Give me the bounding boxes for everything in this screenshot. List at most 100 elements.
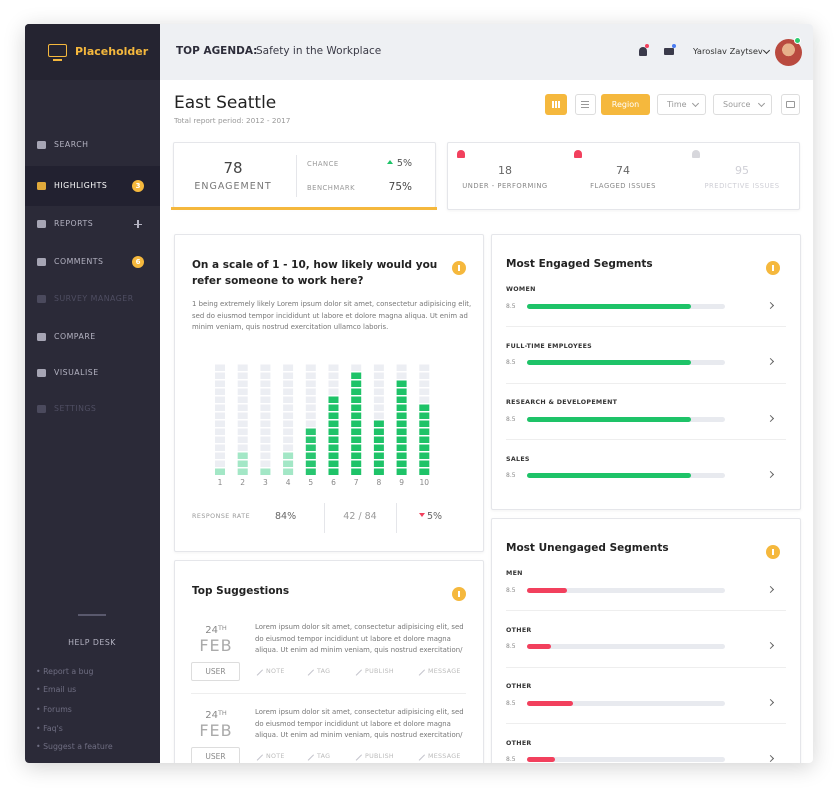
empty-cell [260, 452, 271, 459]
filled-cell [419, 452, 430, 459]
sidebar [25, 24, 160, 763]
exit-button[interactable] [781, 94, 800, 115]
segment-bar [527, 700, 573, 706]
issue-value: 18 [498, 163, 512, 177]
menu-item[interactable]: COMPARE [54, 332, 96, 342]
filter-button[interactable] [601, 94, 650, 115]
date-day: 24TH [186, 621, 246, 638]
empty-cell [260, 460, 271, 467]
help-link[interactable]: • Faq's [36, 724, 63, 734]
filter-button[interactable] [657, 94, 706, 115]
empty-cell [260, 412, 271, 419]
page-subtitle: Total report period: 2012 - 2017 [174, 115, 291, 125]
filled-cell [396, 428, 407, 435]
help-link[interactable]: • Suggest a feature [36, 742, 113, 752]
question-title: On a scale of 1 - 10, how likely would y… [192, 259, 438, 287]
action[interactable]: MESSAGE [428, 668, 461, 676]
filter-button[interactable] [713, 94, 772, 115]
suggestion-divider [191, 693, 466, 694]
menu-icon [37, 405, 46, 413]
menu-item[interactable]: SETTINGS [54, 404, 97, 414]
menu-badge-count: 3 [135, 181, 141, 190]
filled-cell [373, 460, 384, 467]
filled-cell [396, 468, 407, 475]
segment-score: 8.5 [506, 756, 516, 763]
filled-cell [396, 412, 407, 419]
filled-cell [237, 452, 248, 459]
info-glyph [772, 549, 774, 555]
mail-icon[interactable] [664, 48, 674, 55]
user-name[interactable]: Yaroslav Zaytsev [693, 45, 763, 56]
bell-dot [645, 44, 649, 48]
segment-track [527, 700, 725, 706]
empty-cell [373, 380, 384, 387]
day: 24 [205, 710, 218, 721]
action[interactable]: TAG [317, 668, 331, 676]
bar [305, 428, 316, 475]
filled-cell [237, 468, 248, 475]
action[interactable]: PUBLISH [365, 753, 394, 761]
response-rate-label: RESPONSE RATE [192, 513, 251, 521]
empty-cell [215, 412, 225, 419]
action[interactable]: TAG [317, 753, 331, 761]
empty-cell [305, 420, 316, 427]
empty-cell [373, 372, 384, 379]
segment-divider [506, 723, 786, 724]
filled-cell [328, 452, 339, 459]
suggestion-text: Lorem ipsum dolor sit amet, consectetur … [255, 623, 464, 655]
change-label: CHANCE [307, 159, 339, 168]
segment-track [527, 587, 725, 593]
user-button[interactable] [191, 662, 240, 681]
segment-score: 8.5 [506, 643, 516, 650]
filled-cell [305, 444, 316, 451]
empty-cell [215, 396, 225, 403]
filled-cell [396, 404, 407, 411]
empty-cell [305, 388, 316, 395]
segment-bar [527, 757, 555, 762]
menu-item[interactable]: REPORTS [54, 219, 94, 229]
help-link[interactable]: • Email us [36, 685, 77, 695]
kpi-underline [171, 207, 437, 210]
empty-cell [237, 404, 248, 411]
menu-item[interactable]: HIGHLIGHTS [54, 181, 108, 191]
empty-cell [419, 388, 430, 395]
menu-icon [37, 258, 46, 266]
issue-label: UNDER - PERFORMING [462, 181, 548, 190]
filled-cell [305, 452, 316, 459]
empty-cell [260, 436, 271, 443]
info-glyph [458, 591, 460, 597]
menu-item[interactable]: SEARCH [54, 140, 89, 150]
filled-cell [351, 468, 362, 475]
action[interactable]: PUBLISH [365, 668, 394, 676]
segment-bar [527, 303, 692, 309]
x-tick-label: 7 [354, 478, 359, 487]
suggestion-text: Lorem ipsum dolor sit amet, consectetur … [255, 708, 464, 740]
filled-cell [328, 428, 339, 435]
menu-item[interactable]: SURVEY MANAGER [54, 294, 134, 304]
segment-score: 8.5 [506, 472, 516, 479]
filled-cell [373, 444, 384, 451]
bell-icon[interactable] [639, 47, 647, 56]
action[interactable]: MESSAGE [428, 753, 461, 761]
empty-cell [305, 372, 316, 379]
menu-item[interactable]: COMMENTS [54, 257, 104, 267]
action[interactable]: NOTE [266, 668, 285, 676]
help-link[interactable]: • Report a bug [36, 667, 94, 677]
action[interactable]: NOTE [266, 753, 285, 761]
menu-icon [37, 295, 46, 303]
filled-cell [396, 444, 407, 451]
segment-divider [506, 326, 786, 327]
user-button[interactable] [191, 747, 240, 763]
filled-cell [419, 436, 430, 443]
filled-cell [419, 404, 430, 411]
user-button-label: USER [205, 667, 226, 677]
app-window: Placeholder SEARCH HIGHLIGHTS 3 REPORTS COMME… [25, 24, 813, 763]
empty-cell [396, 364, 407, 371]
empty-cell [419, 372, 430, 379]
empty-cell [237, 420, 248, 427]
empty-cell [328, 388, 339, 395]
menu-item[interactable]: VISUALISE [54, 368, 99, 378]
segment-track [527, 644, 725, 649]
empty-cell [283, 388, 294, 395]
help-link[interactable]: • Forums [36, 705, 72, 715]
